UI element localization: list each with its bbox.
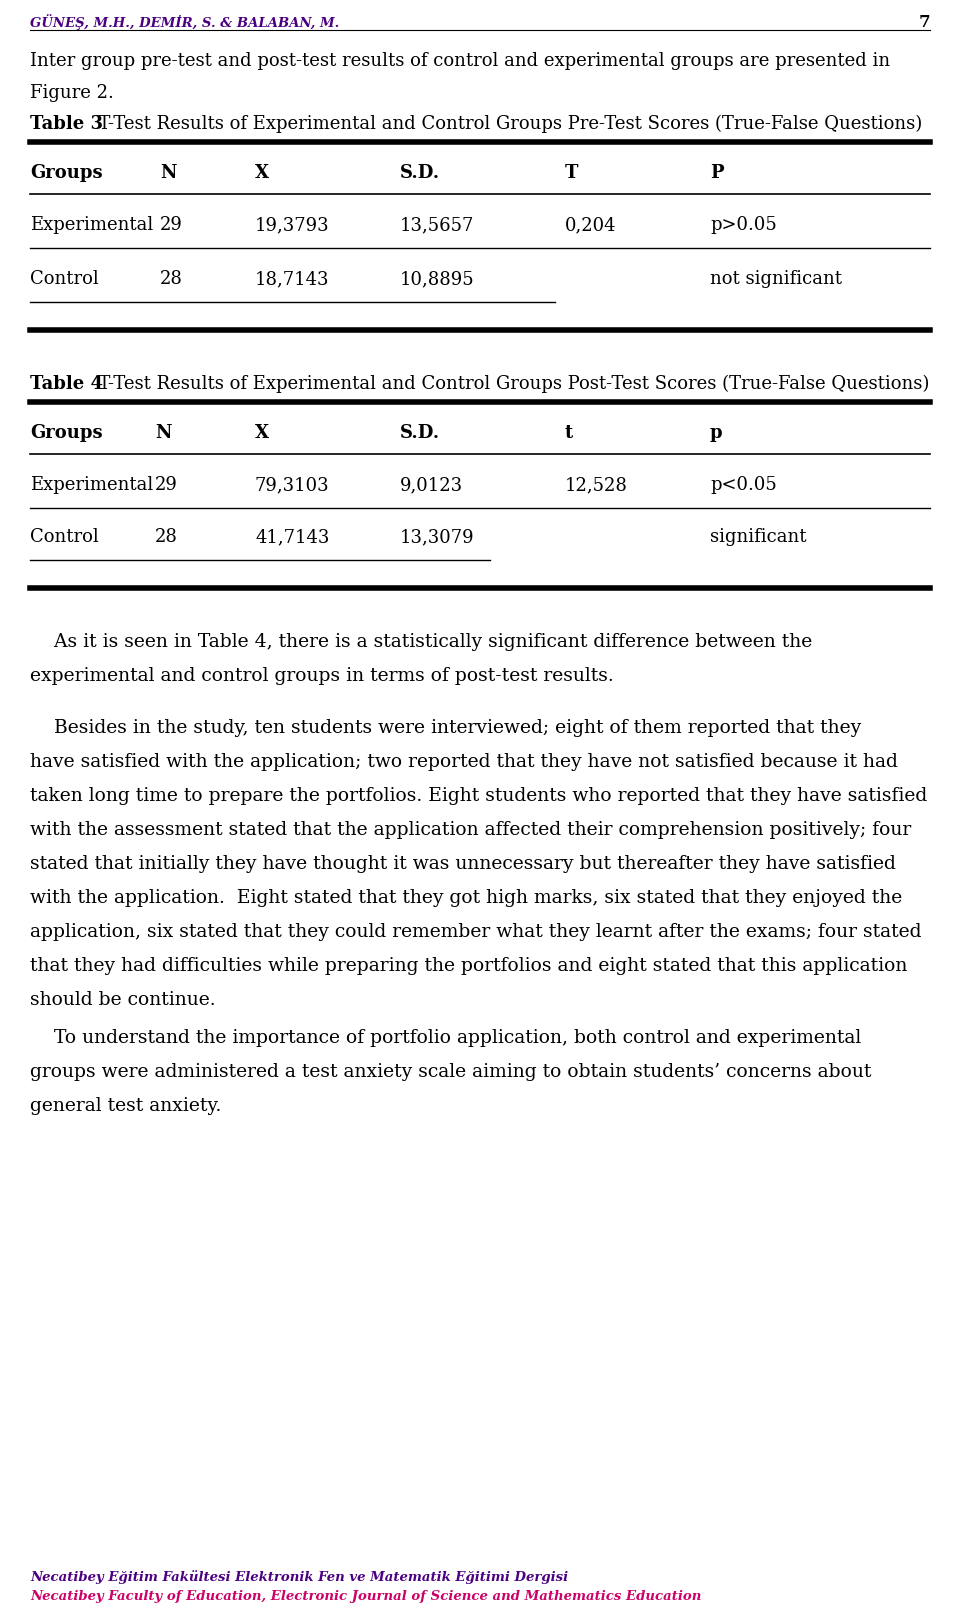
Text: 28: 28 xyxy=(160,270,182,288)
Text: 29: 29 xyxy=(155,475,178,495)
Text: N: N xyxy=(155,424,172,441)
Text: Besides in the study, ten students were interviewed; eight of them reported that: Besides in the study, ten students were … xyxy=(30,720,861,737)
Text: T: T xyxy=(565,163,578,183)
Text: 0,204: 0,204 xyxy=(565,217,616,234)
Text: should be continue.: should be continue. xyxy=(30,991,216,1009)
Text: t: t xyxy=(565,424,573,441)
Text: Necatibey Eğitim Fakültesi Elektronik Fen ve Matematik Eğitimi Dergisi: Necatibey Eğitim Fakültesi Elektronik Fe… xyxy=(30,1570,568,1585)
Text: P: P xyxy=(710,163,724,183)
Text: 28: 28 xyxy=(155,529,178,547)
Text: experimental and control groups in terms of post-test results.: experimental and control groups in terms… xyxy=(30,666,613,686)
Text: N: N xyxy=(160,163,177,183)
Text: 79,3103: 79,3103 xyxy=(255,475,329,495)
Text: p: p xyxy=(710,424,723,441)
Text: Experimental: Experimental xyxy=(30,217,154,234)
Text: 13,5657: 13,5657 xyxy=(400,217,474,234)
Text: Groups: Groups xyxy=(30,163,103,183)
Text: 18,7143: 18,7143 xyxy=(255,270,329,288)
Text: Control: Control xyxy=(30,529,99,547)
Text: 13,3079: 13,3079 xyxy=(400,529,474,547)
Text: X: X xyxy=(255,424,269,441)
Text: taken long time to prepare the portfolios. Eight students who reported that they: taken long time to prepare the portfolio… xyxy=(30,787,927,805)
Text: Control: Control xyxy=(30,270,99,288)
Text: Table 3: Table 3 xyxy=(30,115,103,133)
Text: Figure 2.: Figure 2. xyxy=(30,84,114,102)
Text: have satisfied with the application; two reported that they have not satisfied b: have satisfied with the application; two… xyxy=(30,754,898,771)
Text: with the application.  Eight stated that they got high marks, six stated that th: with the application. Eight stated that … xyxy=(30,889,902,907)
Text: general test anxiety.: general test anxiety. xyxy=(30,1096,222,1116)
Text: As it is seen in Table 4, there is a statistically significant difference betwee: As it is seen in Table 4, there is a sta… xyxy=(30,632,812,652)
Text: 9,0123: 9,0123 xyxy=(400,475,463,495)
Text: Necatibey Faculty of Education, Electronic Journal of Science and Mathematics Ed: Necatibey Faculty of Education, Electron… xyxy=(30,1590,702,1602)
Text: p<0.05: p<0.05 xyxy=(710,475,777,495)
Text: application, six stated that they could remember what they learnt after the exam: application, six stated that they could … xyxy=(30,923,922,941)
Text: 10,8895: 10,8895 xyxy=(400,270,474,288)
Text: 29: 29 xyxy=(160,217,182,234)
Text: that they had difficulties while preparing the portfolios and eight stated that : that they had difficulties while prepari… xyxy=(30,957,907,975)
Text: T-Test Results of Experimental and Control Groups Post-Test Scores (True-False Q: T-Test Results of Experimental and Contr… xyxy=(87,375,929,393)
Text: X: X xyxy=(255,163,269,183)
Text: not significant: not significant xyxy=(710,270,842,288)
Text: Groups: Groups xyxy=(30,424,103,441)
Text: S.D.: S.D. xyxy=(400,424,440,441)
Text: Table 4: Table 4 xyxy=(30,375,103,393)
Text: Experimental: Experimental xyxy=(30,475,154,495)
Text: 19,3793: 19,3793 xyxy=(255,217,329,234)
Text: T-Test Results of Experimental and Control Groups Pre-Test Scores (True-False Qu: T-Test Results of Experimental and Contr… xyxy=(87,115,923,133)
Text: GÜNEŞ, M.H., DEMİR, S. & BALABAN, M.: GÜNEŞ, M.H., DEMİR, S. & BALABAN, M. xyxy=(30,15,339,29)
Text: 12,528: 12,528 xyxy=(565,475,628,495)
Text: 7: 7 xyxy=(919,15,930,31)
Text: groups were administered a test anxiety scale aiming to obtain students’ concern: groups were administered a test anxiety … xyxy=(30,1062,872,1082)
Text: stated that initially they have thought it was unnecessary but thereafter they h: stated that initially they have thought … xyxy=(30,855,896,873)
Text: p>0.05: p>0.05 xyxy=(710,217,777,234)
Text: Inter group pre-test and post-test results of control and experimental groups ar: Inter group pre-test and post-test resul… xyxy=(30,52,890,70)
Text: significant: significant xyxy=(710,529,806,547)
Text: 41,7143: 41,7143 xyxy=(255,529,329,547)
Text: To understand the importance of portfolio application, both control and experime: To understand the importance of portfoli… xyxy=(30,1028,861,1046)
Text: S.D.: S.D. xyxy=(400,163,440,183)
Text: with the assessment stated that the application affected their comprehension pos: with the assessment stated that the appl… xyxy=(30,821,911,839)
